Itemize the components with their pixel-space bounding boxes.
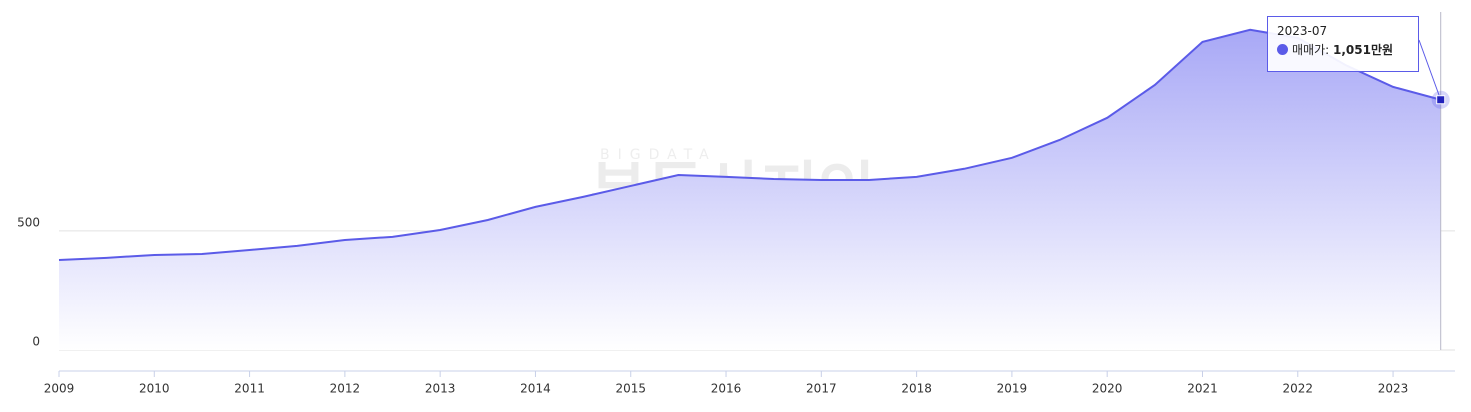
tooltip: 2023-07 매매가 1,051만원 — [1267, 16, 1419, 72]
x-tick-label: 2021 — [1187, 382, 1218, 396]
x-tick-label: 2019 — [997, 382, 1028, 396]
tooltip-value: 매매가 1,051만원 — [1277, 41, 1409, 58]
x-tick-label: 2013 — [425, 382, 456, 396]
x-tick-label: 2018 — [901, 382, 932, 396]
tooltip-series-name: 매매가 — [1292, 43, 1329, 57]
x-tick-label: 2010 — [139, 382, 170, 396]
x-tick-label: 2023 — [1378, 382, 1409, 396]
y-tick-label: 500 — [17, 215, 40, 229]
watermark-small: BIGDATA — [600, 147, 717, 163]
tooltip-pointer — [1418, 39, 1442, 100]
x-tick-label: 2020 — [1092, 382, 1123, 396]
x-tick-label: 2012 — [330, 382, 361, 396]
x-tick-label: 2015 — [615, 382, 646, 396]
tooltip-date: 2023-07 — [1277, 24, 1328, 38]
x-tick-label: 2016 — [711, 382, 742, 396]
line — [58, 28, 1441, 261]
x-tick-label: 2022 — [1282, 382, 1313, 396]
area — [59, 29, 1441, 350]
x-tick-label: 2011 — [234, 382, 265, 396]
x-tick-label: 2009 — [44, 382, 75, 396]
x-tick-label: 2017 — [806, 382, 837, 396]
y-tick-label: 0 — [32, 334, 40, 348]
x-tick-label: 2014 — [520, 382, 551, 396]
hover-point — [1436, 95, 1446, 105]
tooltip-value-label: 1,051만원 — [1333, 43, 1394, 57]
